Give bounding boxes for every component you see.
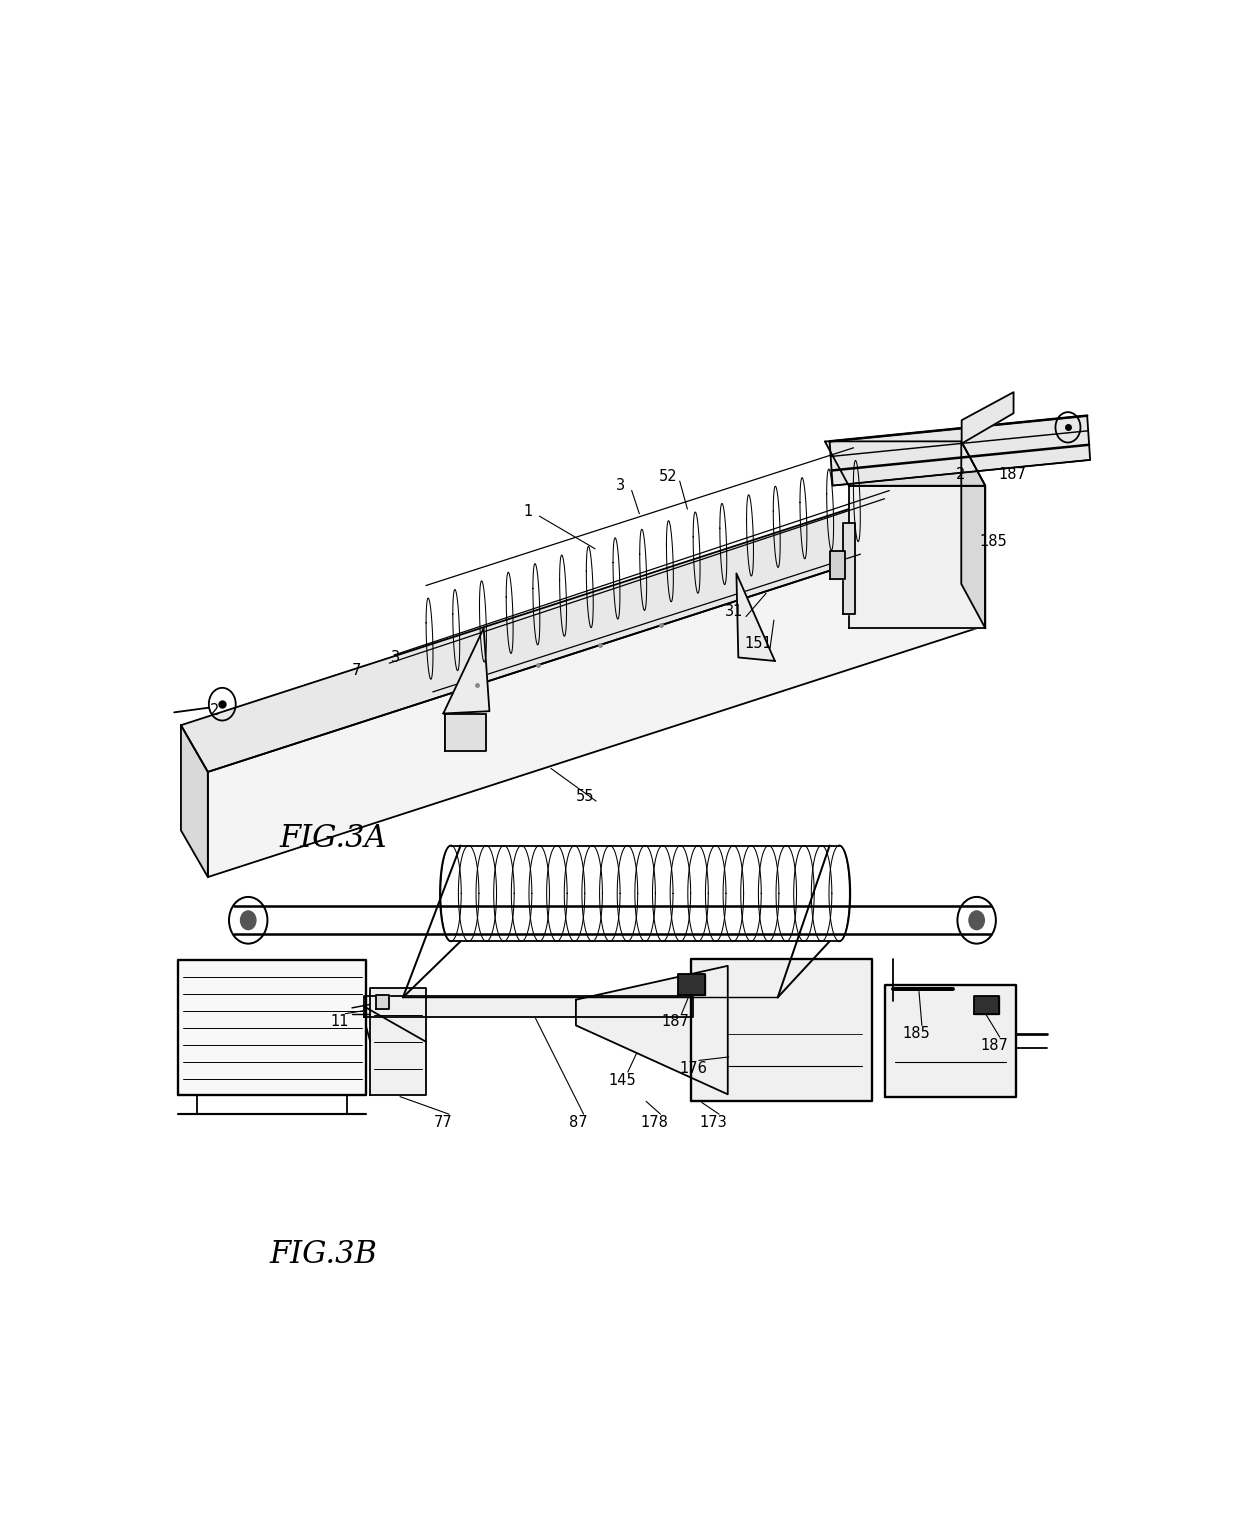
Text: 187: 187 bbox=[980, 1038, 1008, 1053]
Text: 3: 3 bbox=[391, 649, 399, 664]
Polygon shape bbox=[737, 573, 775, 661]
Polygon shape bbox=[376, 995, 389, 1009]
Polygon shape bbox=[208, 523, 977, 877]
Polygon shape bbox=[973, 997, 998, 1013]
Polygon shape bbox=[181, 725, 208, 877]
Text: 31: 31 bbox=[725, 604, 744, 619]
Text: 3: 3 bbox=[615, 478, 625, 493]
Polygon shape bbox=[371, 988, 427, 1095]
Text: 173: 173 bbox=[699, 1115, 727, 1130]
Polygon shape bbox=[825, 441, 986, 485]
Polygon shape bbox=[885, 985, 1016, 1097]
Text: 185: 185 bbox=[980, 534, 1007, 549]
Polygon shape bbox=[830, 416, 1090, 485]
Polygon shape bbox=[179, 960, 367, 1095]
Polygon shape bbox=[843, 523, 854, 614]
Text: 178: 178 bbox=[641, 1115, 668, 1130]
Text: 2: 2 bbox=[956, 467, 965, 481]
Polygon shape bbox=[678, 974, 704, 995]
Circle shape bbox=[968, 910, 985, 930]
Text: 1: 1 bbox=[523, 504, 532, 519]
Polygon shape bbox=[962, 393, 1013, 443]
Text: 145: 145 bbox=[608, 1073, 636, 1088]
Text: 11: 11 bbox=[330, 1015, 348, 1030]
Text: 77: 77 bbox=[434, 1115, 453, 1130]
Text: FIG.3B: FIG.3B bbox=[269, 1239, 377, 1270]
Text: 176: 176 bbox=[680, 1060, 707, 1076]
Polygon shape bbox=[849, 485, 986, 628]
Text: 87: 87 bbox=[568, 1115, 588, 1130]
Polygon shape bbox=[575, 966, 728, 1094]
Text: FIG.3A: FIG.3A bbox=[279, 824, 387, 854]
Text: 151: 151 bbox=[745, 636, 773, 651]
Text: 185: 185 bbox=[903, 1025, 930, 1041]
Text: 55: 55 bbox=[575, 789, 594, 804]
Polygon shape bbox=[691, 959, 872, 1101]
Text: 52: 52 bbox=[658, 469, 677, 484]
Text: 187: 187 bbox=[662, 1015, 689, 1030]
Circle shape bbox=[241, 910, 255, 930]
Polygon shape bbox=[444, 628, 490, 713]
Polygon shape bbox=[830, 551, 844, 579]
Text: 187: 187 bbox=[998, 467, 1027, 481]
Polygon shape bbox=[365, 997, 693, 1018]
Polygon shape bbox=[961, 441, 986, 628]
Text: 7: 7 bbox=[352, 663, 362, 678]
Text: 2: 2 bbox=[210, 702, 219, 718]
Polygon shape bbox=[181, 476, 977, 772]
Polygon shape bbox=[445, 713, 486, 751]
